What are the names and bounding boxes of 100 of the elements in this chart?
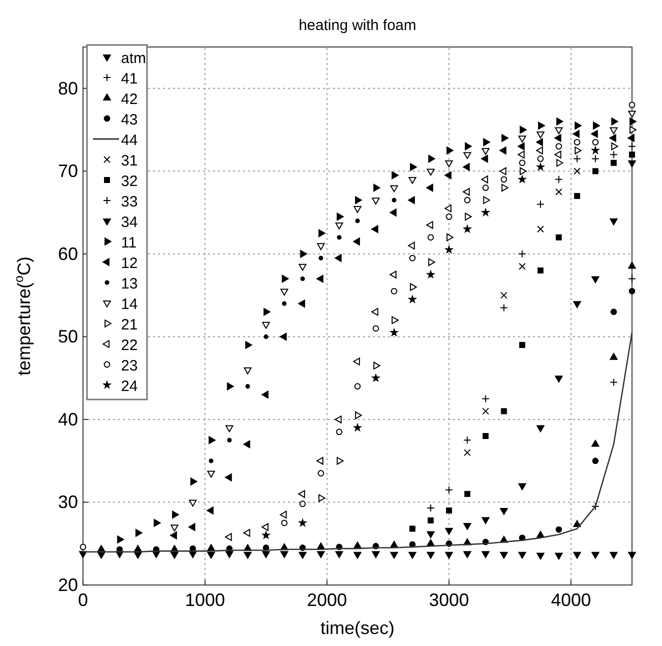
point [446, 213, 452, 220]
point [518, 136, 526, 142]
chart-title: heating with foam [298, 17, 416, 34]
point [318, 470, 324, 476]
point [336, 428, 342, 436]
point [355, 411, 362, 420]
point [499, 167, 506, 176]
point [611, 142, 618, 150]
point [482, 433, 489, 440]
point [556, 143, 562, 150]
point [500, 304, 508, 312]
point [464, 449, 471, 456]
point [190, 478, 198, 486]
point [482, 408, 490, 415]
point [299, 500, 306, 508]
point [554, 150, 562, 158]
x-tick-label: 3000 [428, 590, 470, 610]
point [335, 222, 344, 230]
point [408, 552, 416, 559]
point [574, 122, 582, 130]
point [243, 440, 250, 448]
point [135, 528, 142, 537]
point [317, 243, 325, 250]
point [372, 551, 380, 558]
point [499, 146, 506, 154]
point [170, 531, 177, 540]
point [208, 458, 214, 464]
point [501, 134, 508, 142]
x-tick-label: 1000 [184, 590, 226, 610]
point [554, 175, 563, 184]
point [500, 408, 507, 414]
point [245, 384, 250, 389]
point [426, 168, 435, 176]
point [610, 308, 617, 316]
point [426, 552, 435, 559]
point [445, 552, 453, 559]
point [628, 142, 636, 150]
point [572, 130, 580, 138]
point [610, 352, 618, 360]
point [334, 416, 342, 424]
point [628, 134, 634, 142]
point [426, 504, 435, 512]
point [518, 175, 526, 183]
point [390, 552, 398, 559]
point [520, 167, 527, 176]
point [536, 131, 544, 138]
legend-label: 44 [121, 132, 138, 149]
point [592, 458, 599, 464]
legend-label: 13 [121, 276, 138, 292]
point [501, 184, 508, 192]
point [206, 506, 214, 514]
point [282, 301, 287, 306]
point [336, 212, 344, 221]
point [609, 134, 616, 142]
point [353, 423, 362, 432]
legend-label: 34 [121, 214, 138, 231]
point [336, 456, 344, 465]
x-tick-label: 2000 [306, 590, 348, 610]
point [536, 425, 544, 432]
point [300, 250, 308, 258]
point [591, 502, 600, 510]
point [444, 245, 454, 254]
point [245, 341, 252, 349]
point [188, 551, 197, 558]
point [409, 254, 416, 262]
point [592, 552, 600, 559]
point [410, 283, 417, 291]
point [390, 185, 398, 192]
point [483, 196, 490, 204]
point [392, 316, 399, 324]
point [610, 218, 618, 226]
point [536, 138, 543, 146]
legend-label: 21 [121, 316, 138, 334]
legend-label: 11 [121, 234, 137, 252]
point [481, 176, 488, 184]
point [481, 208, 490, 216]
x-tick-label: 4000 [550, 590, 592, 610]
point [188, 523, 196, 531]
point [282, 274, 289, 283]
point [316, 456, 324, 465]
y-tick-label: 40 [58, 409, 78, 430]
point [446, 508, 452, 514]
point [80, 544, 86, 550]
point [408, 242, 415, 250]
point [354, 383, 361, 390]
point [428, 258, 436, 266]
point [392, 171, 399, 180]
point [227, 438, 232, 442]
point [591, 146, 600, 154]
point [444, 171, 452, 180]
point [172, 510, 179, 519]
point [445, 160, 453, 168]
y-tick-label: 80 [58, 78, 78, 98]
point [518, 262, 526, 270]
point [538, 267, 544, 274]
point [518, 150, 525, 158]
point [628, 274, 636, 283]
point [464, 142, 472, 150]
point [224, 474, 232, 482]
point [334, 254, 342, 262]
